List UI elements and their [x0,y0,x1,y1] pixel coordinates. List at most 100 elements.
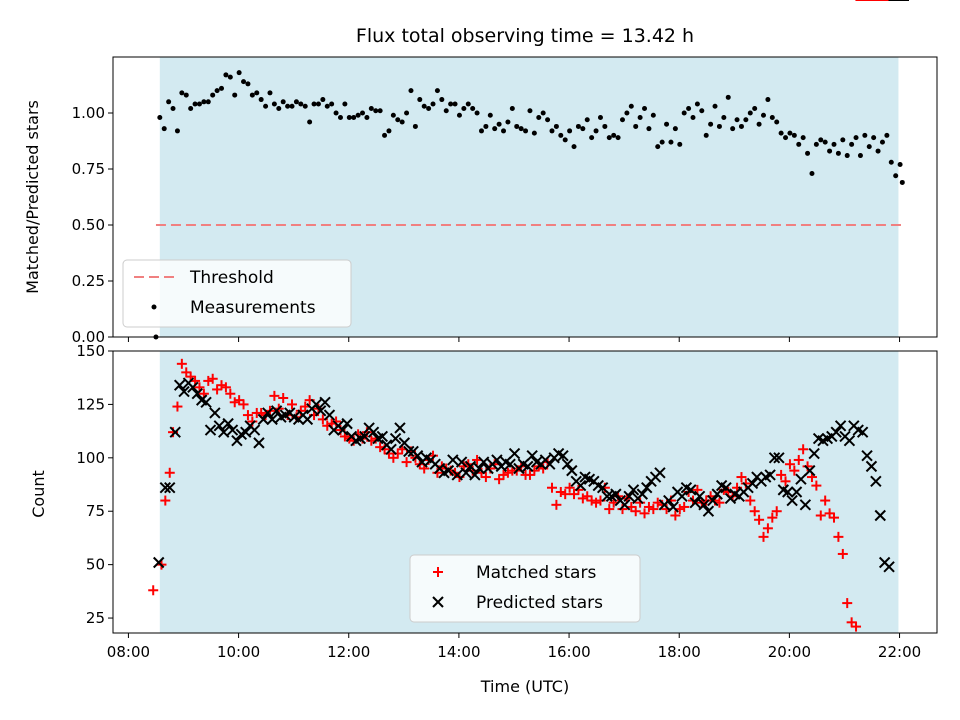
measurement-point [302,103,308,109]
measurement-point [765,97,771,103]
matched-star-point [784,459,795,470]
measurement-point [668,139,674,145]
predicted-star-point [799,499,812,511]
measurement-point [382,132,388,138]
measurement-point [386,128,392,134]
predicted-star-point [262,407,274,419]
matched-star-point [767,512,778,523]
bottom-legend: Matched stars Predicted stars [409,554,641,623]
matched-star-point [203,375,214,386]
measurement-point [377,108,383,114]
measurement-point [346,114,352,120]
matched-star-point [679,501,690,512]
measurement-point [879,139,885,145]
measurement-point [196,101,202,107]
measurement-point [166,99,172,105]
measurement-point [408,88,414,94]
measurement-point [170,106,176,112]
x-tick-label: 14:00 [437,643,480,661]
measurement-point [545,117,551,123]
legend-predicted-swatch [432,596,444,608]
legend-threshold-label: Threshold [189,268,274,288]
measurement-point [179,90,185,96]
predicted-star-point [231,435,243,447]
measurement-point [672,126,678,132]
measurement-point [307,119,313,125]
y-tick-label: 75 [86,502,105,520]
predicted-star-point [319,396,331,408]
predicted-stars-series [153,0,909,573]
measurement-point [602,123,608,129]
predicted-star-point [693,490,706,502]
predicted-star-point [856,426,869,438]
measurement-point [619,117,625,123]
legend-measurements-swatch [151,304,157,310]
measurement-point [840,137,846,143]
measurement-point [606,135,612,141]
predicted-star-point [707,494,719,507]
predicted-star-point [782,486,794,498]
measurement-point [241,79,247,85]
measurement-point [342,101,348,107]
measurement-point [320,97,326,103]
matched-star-point [278,393,289,403]
measurement-point [465,101,471,107]
measurement-point [725,94,731,100]
predicted-star-point [768,452,781,464]
predicted-star-point [173,379,186,391]
measurement-point [523,128,529,134]
predicted-star-point [773,452,785,464]
measurements-series [153,70,905,340]
measurement-point [897,162,903,168]
measurement-point [884,132,890,138]
bottom-x-axis: 08:00 10:00 12:00 14:00 16:00 18:00 20:00 22:00 [107,633,921,661]
bottom-y-axis: 25 50 75 100 125 150 [76,342,113,627]
measurement-point [783,135,789,141]
measurement-point [721,114,727,120]
predicted-star-point [359,430,371,443]
measurement-point [501,128,507,134]
measurement-point [324,103,330,109]
predicted-star-point [240,426,252,438]
predicted-star-point [623,490,635,502]
measurement-point [298,101,304,107]
predicted-star-point [270,405,283,417]
predicted-star-point [874,509,886,522]
matched-star-point [586,495,597,506]
matched-star-point [176,358,187,369]
measurement-point [315,101,321,107]
measurement-point [690,114,696,120]
measurement-point [835,150,841,156]
predicted-star-point [367,426,380,438]
measurement-point [355,112,361,118]
predicted-star-point [676,490,688,502]
predicted-star-point [870,475,882,488]
matched-star-point [269,390,280,401]
measurement-point [492,126,498,132]
predicted-star-point [544,458,556,470]
matched-star-point [238,399,249,410]
measurement-point [747,110,753,116]
predicted-star-point [808,447,820,460]
measurement-point [329,101,335,107]
measurement-point [562,137,568,143]
y-tick-label: 1.00 [72,104,105,122]
predicted-star-point [169,426,181,438]
matched-star-point [749,506,760,517]
matched-star-point [207,373,218,384]
predicted-star-point [455,456,468,468]
measurement-point [655,144,661,150]
measurement-point [893,173,899,179]
matched-star-point [789,465,800,476]
measurement-point [245,81,251,87]
measurement-point [531,130,537,136]
y-tick-label: 50 [86,556,105,574]
measurement-point [452,101,458,107]
x-tick-label: 16:00 [547,643,590,661]
measurement-point [664,121,670,127]
measurement-point [443,108,449,114]
predicted-star-point [557,449,569,462]
measurement-point [549,128,555,134]
matched-star-point [160,495,171,506]
